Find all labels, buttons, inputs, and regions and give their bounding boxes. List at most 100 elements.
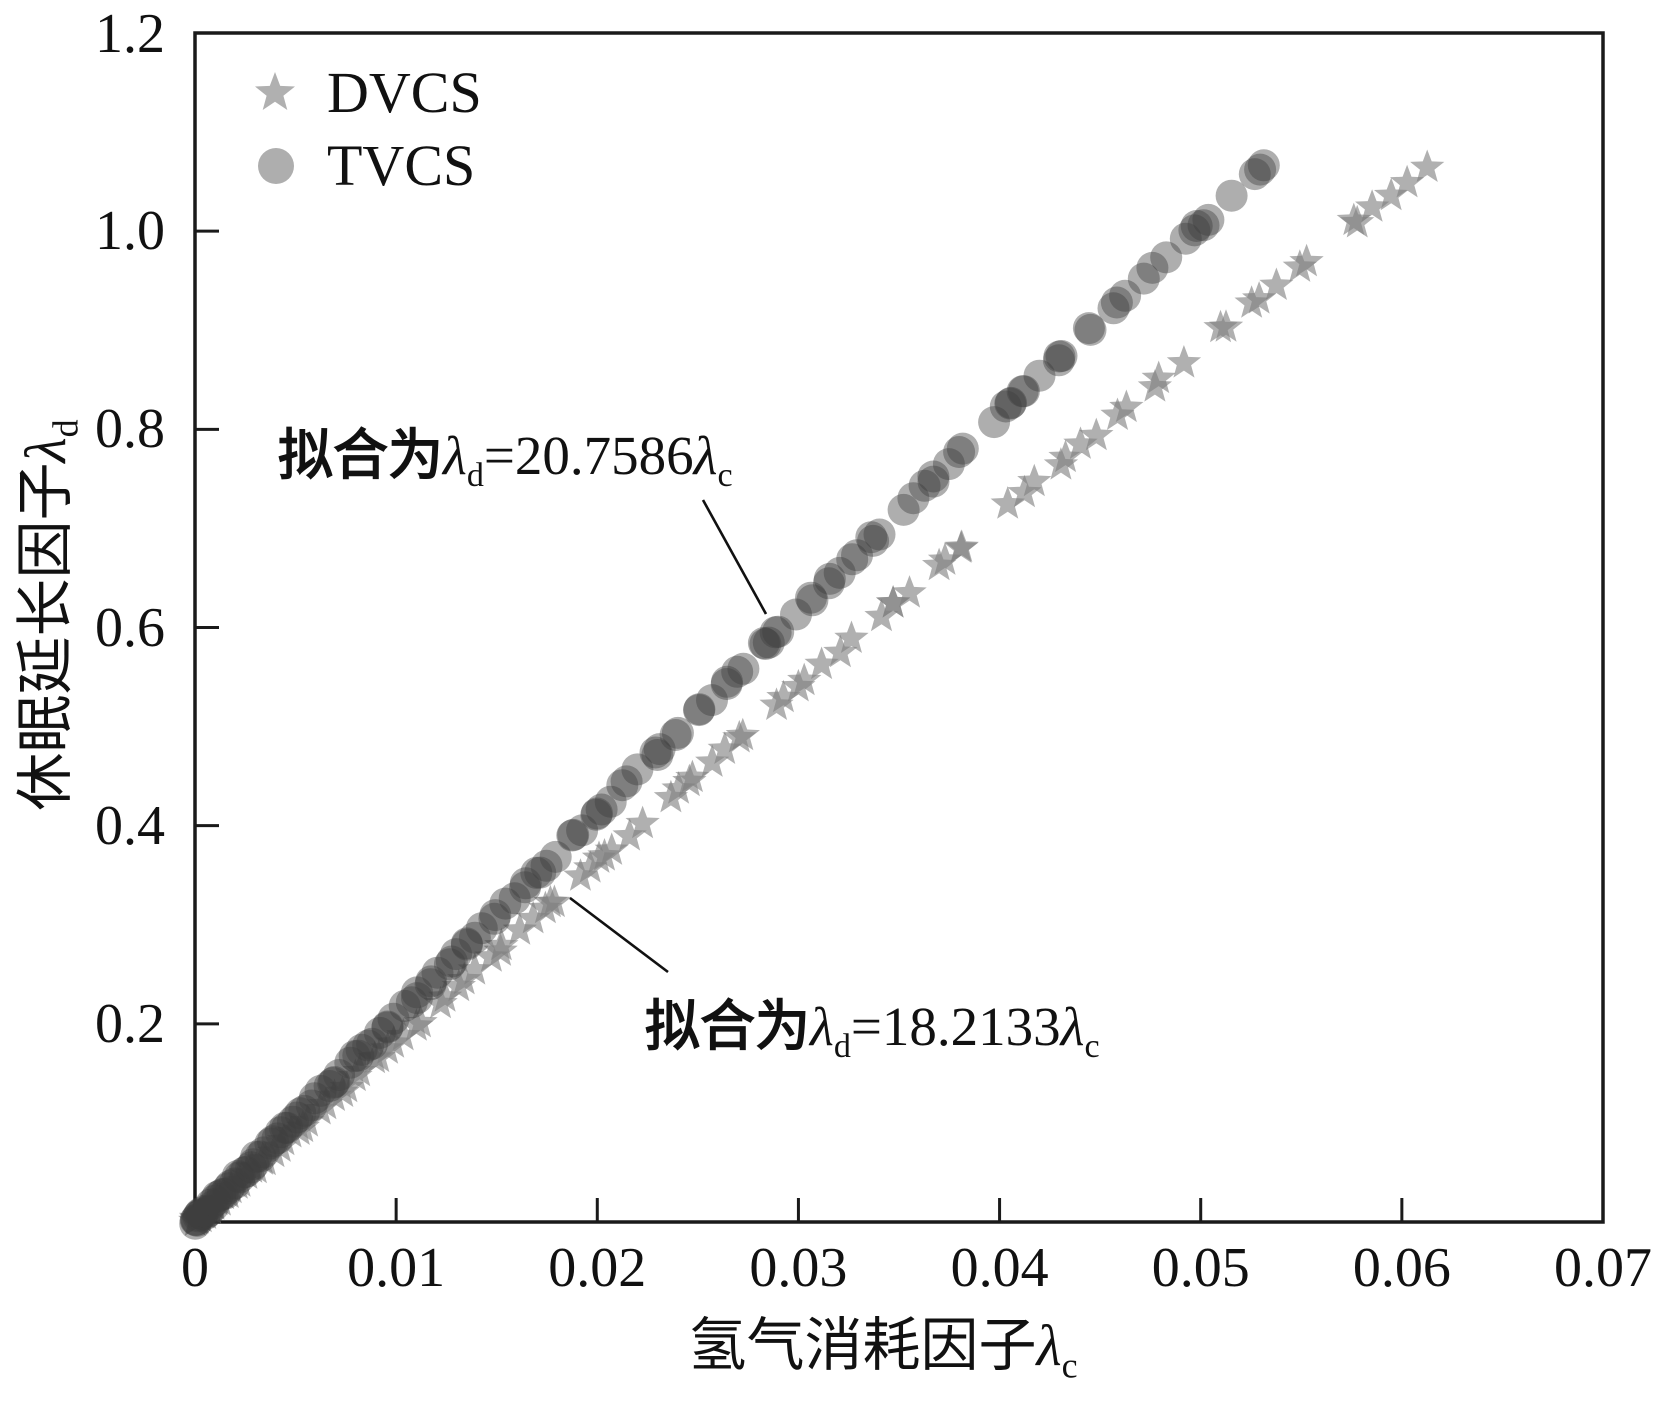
annotation-subscript: c [717, 457, 733, 494]
tvcs-data-point [363, 1016, 396, 1049]
dvcs-data-point [943, 530, 979, 563]
dvcs-data-point [675, 759, 710, 793]
tvcs-data-point [209, 1177, 242, 1210]
tvcs-data-point [254, 1127, 287, 1160]
tvcs-data-point [356, 1027, 389, 1060]
dvcs-data-point [1017, 463, 1052, 497]
annotation-subscript: d [466, 457, 484, 494]
dvcs-data-point [661, 771, 696, 804]
tvcs-data-point [1043, 340, 1076, 373]
dvcs-data-point [594, 832, 629, 865]
tvcs-data-point [1169, 222, 1202, 255]
dvcs-data-point [457, 952, 492, 985]
tvcs-data-point [371, 1010, 404, 1043]
tvcs-data-point [204, 1179, 237, 1212]
dvcs-data-point [892, 575, 927, 608]
tvcs-data-point [235, 1151, 268, 1184]
x-tick-label: 0.02 [548, 1237, 647, 1299]
tvcs-data-point [276, 1105, 309, 1138]
dvcs-data-point [1374, 177, 1409, 211]
tvcs-data-point [183, 1199, 216, 1232]
annotation-leader-lines [569, 499, 768, 974]
tvcs-data-point [841, 539, 873, 572]
annotation-value: =20.7586 [483, 425, 694, 486]
tvcs-data-point [1006, 375, 1039, 408]
dvcs-data-point [1289, 243, 1324, 277]
tvcs-scatter-points [179, 149, 1280, 1240]
y-axis-label: 休眠延长因子λd [13, 419, 86, 810]
tvcs-data-point [401, 982, 433, 1015]
annotation-prefix: 拟合为 [645, 996, 811, 1057]
tvcs-data-point [192, 1195, 225, 1227]
tvcs-data-point [228, 1156, 261, 1189]
tvcs-data-point [187, 1195, 220, 1228]
tvcs-data-point [696, 684, 728, 717]
tvcs-data-point [195, 1188, 227, 1221]
dvcs-data-point [1410, 149, 1445, 182]
tvcs-data-point [237, 1148, 270, 1181]
tvcs-data-point [989, 390, 1022, 423]
tvcs-data-point [334, 1046, 367, 1079]
dvcs-data-point [876, 585, 911, 618]
tvcs-data-point [749, 628, 782, 660]
tvcs-data-point [659, 719, 692, 751]
tvcs-data-point [509, 867, 542, 900]
tvcs-data-point [1178, 214, 1211, 247]
dvcs-data-point [1208, 309, 1244, 342]
tvcs-data-point [1136, 251, 1169, 284]
tvcs-data-point [585, 793, 618, 826]
tvcs-data-point [823, 556, 856, 589]
tvcs-data-point [780, 598, 812, 631]
x-tick-label: 0.05 [1151, 1237, 1250, 1299]
tvcs-data-point [433, 948, 466, 981]
tvcs-data-point [1244, 153, 1277, 186]
dvcs-data-point [342, 1053, 377, 1087]
tvcs-data-point [836, 543, 869, 576]
tvcs-data-point [264, 1116, 297, 1149]
tvcs-data-point [556, 819, 589, 852]
tvcs-data-point [747, 627, 780, 659]
dvcs-data-point [1141, 360, 1176, 394]
tvcs-data-point [683, 694, 715, 727]
x-tick-label: 0.07 [1554, 1237, 1652, 1299]
tvcs-data-point [1007, 375, 1040, 408]
leader-line [569, 896, 669, 974]
dvcs-data-point [1390, 164, 1425, 198]
dvcs-data-point [516, 900, 551, 934]
dvcs-data-point [1234, 285, 1269, 318]
y-tick-label: 0.4 [95, 794, 165, 857]
dvcs-data-point [864, 598, 899, 632]
tvcs-data-point [218, 1167, 251, 1200]
y-tick-label: 1.0 [95, 200, 165, 263]
legend-label-dvcs: DVCS [327, 60, 482, 125]
lambda-symbol: λ [1036, 1313, 1062, 1378]
tvcs-data-point [727, 652, 760, 685]
tvcs-data-point [1072, 312, 1105, 345]
tvcs-data-point [269, 1111, 301, 1144]
axis-tick-marks [195, 229, 1404, 1222]
tvcs-data-point [479, 899, 512, 932]
annotation-value: =18.2133 [850, 996, 1061, 1057]
tvcs-data-point [661, 716, 694, 749]
tvcs-data-point [317, 1067, 350, 1099]
dvcs-data-point [563, 858, 598, 891]
x-tick-label: 0 [181, 1237, 209, 1299]
dvcs-data-point [1100, 397, 1135, 430]
x-tick-label: 0.04 [950, 1237, 1049, 1299]
dvcs-data-point [290, 1104, 325, 1137]
tvcs-data-point [796, 584, 829, 617]
dvcs-data-point [1259, 267, 1294, 300]
tvcs-data-point [304, 1074, 337, 1107]
dvcs-data-point [1109, 389, 1144, 423]
tvcs-data-point [917, 465, 950, 498]
tvcs-data-point [198, 1184, 231, 1217]
tvcs-data-point [295, 1089, 328, 1122]
tvcs-data-point [566, 814, 599, 847]
tvcs-data-point [1074, 313, 1107, 346]
tvcs-data-point [257, 1125, 289, 1158]
tvcs-data-point [230, 1155, 262, 1188]
tvcs-data-point [261, 1122, 294, 1155]
dvcs-data-point [766, 679, 801, 713]
tvcs-data-point [345, 1033, 378, 1066]
